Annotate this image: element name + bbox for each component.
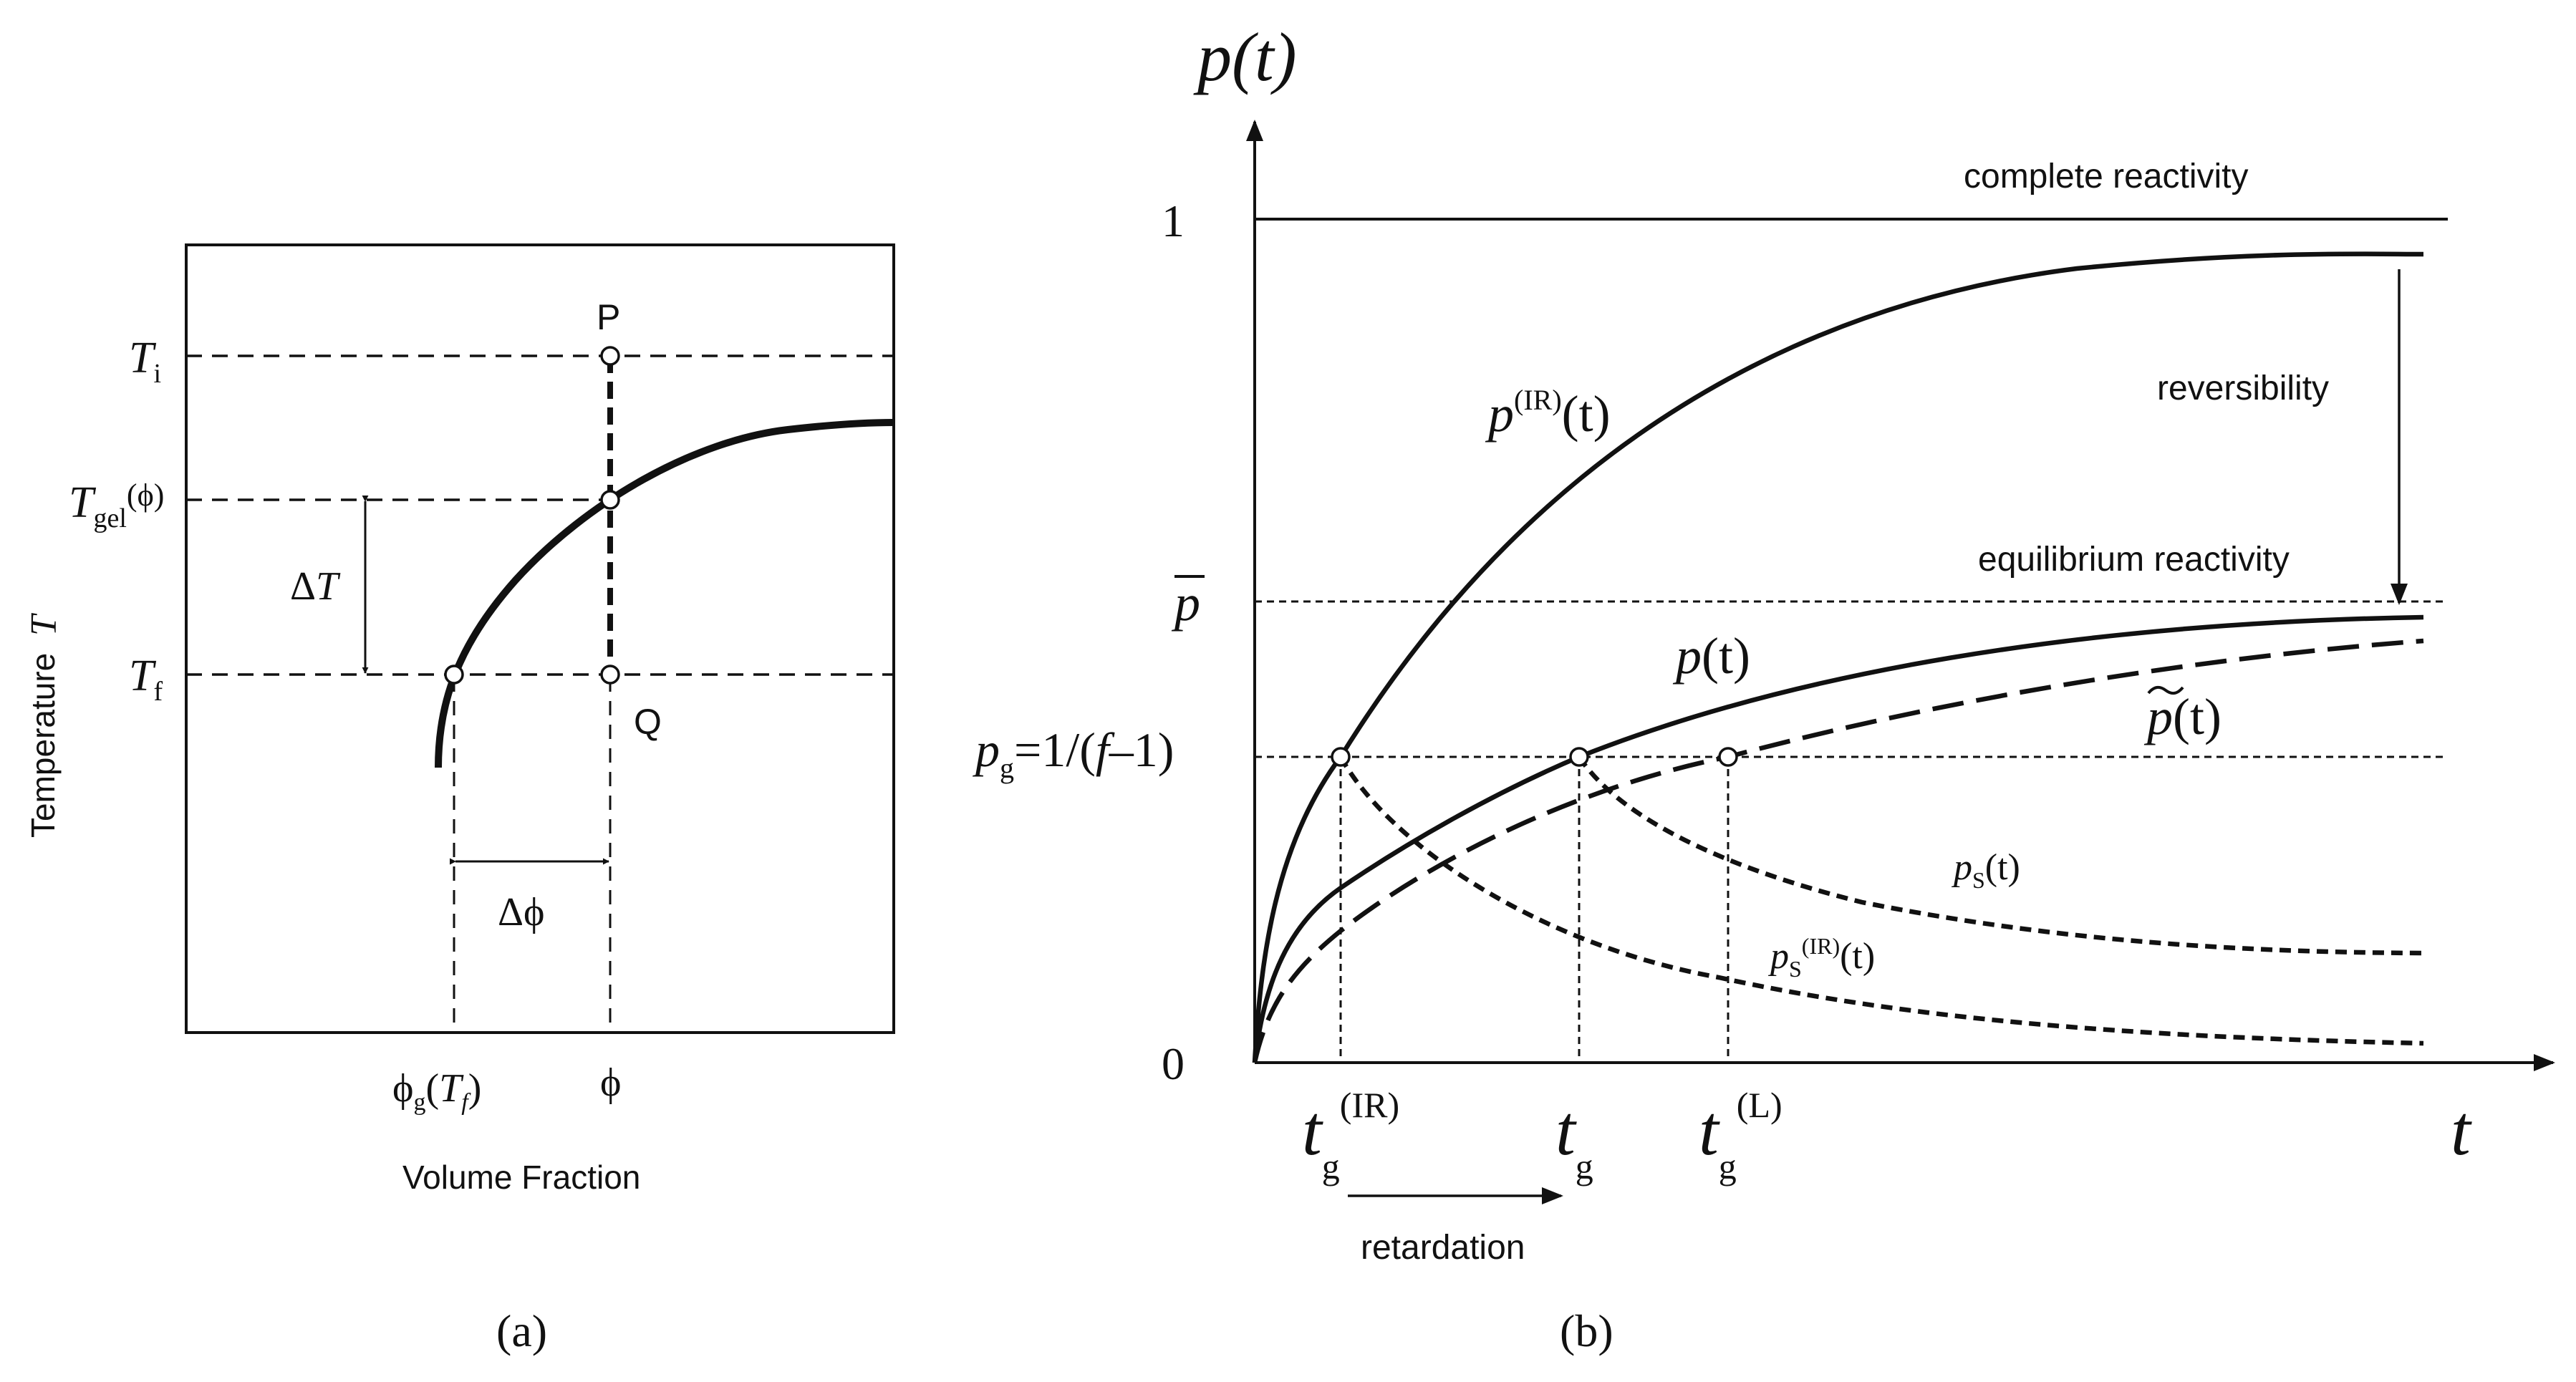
delta-phi-label: Δϕ xyxy=(498,890,545,934)
point-q xyxy=(600,665,620,685)
panel-a-labels: Ti Tgel(ϕ) Tf ΔT P Q Δϕ ϕg(Tf) ϕ Volume … xyxy=(24,297,662,1356)
point-tg xyxy=(1569,747,1589,767)
point-tf-curve xyxy=(444,665,464,685)
temperature-axis-label: Temperature xyxy=(24,653,62,838)
ptilde-label: p(t) xyxy=(2143,688,2222,745)
panel-b xyxy=(1174,120,2555,1204)
point-p xyxy=(600,346,620,366)
volume-fraction-label: Volume Fraction xyxy=(402,1159,640,1196)
tg-label: tg xyxy=(1555,1091,1593,1187)
q-point-label: Q xyxy=(634,702,662,742)
tgel-label: Tgel(ϕ) xyxy=(69,478,164,533)
tick-pbar: p xyxy=(1171,574,1200,632)
phi-label: ϕ xyxy=(600,1060,621,1105)
delta-t-label: ΔT xyxy=(290,564,341,609)
ps-label: pS(t) xyxy=(1951,847,2020,893)
tf-label: Tf xyxy=(129,652,163,707)
panel-b-caption: (b) xyxy=(1560,1305,1613,1356)
p-point-label: P xyxy=(597,297,620,337)
tgL-label: tg(L) xyxy=(1699,1085,1783,1187)
panel-a-caption: (a) xyxy=(496,1305,547,1356)
panel-a xyxy=(185,243,895,1034)
ptilde-tilde xyxy=(2147,685,2184,695)
y-axis-title: p(t) xyxy=(1193,19,1297,95)
x-axis-title: t xyxy=(2451,1091,2472,1170)
tick-0: 0 xyxy=(1162,1038,1185,1089)
pIR-curve xyxy=(1252,251,2424,1063)
ti-label: Ti xyxy=(129,334,161,389)
point-tgIR xyxy=(1331,747,1351,767)
tick-pg: pg=1/(f–1) xyxy=(973,723,1174,784)
temperature-axis-symbol: T xyxy=(24,613,64,636)
psIR-curve xyxy=(1338,755,2424,1046)
tgIR-label: tg(IR) xyxy=(1302,1085,1399,1187)
panel-a-frame xyxy=(185,243,895,1034)
gel-curve xyxy=(435,419,894,768)
retardation-label: retardation xyxy=(1361,1229,1525,1267)
p-label: p(t) xyxy=(1672,627,1750,685)
tick-1: 1 xyxy=(1162,195,1185,246)
p-curve xyxy=(1252,614,2424,1063)
psIR-label: pS(IR)(t) xyxy=(1767,933,1875,982)
equilibrium-reactivity-label: equilibrium reactivity xyxy=(1978,541,2290,579)
point-gel xyxy=(600,490,620,510)
ptilde-curve xyxy=(1252,638,2424,1063)
reversibility-label: reversibility xyxy=(2157,369,2329,407)
complete-reactivity-label: complete reactivity xyxy=(1964,158,2248,195)
phig-label: ϕg(Tf) xyxy=(392,1066,481,1116)
panel-b-labels: p(t) t 1 0 p pg=1/(f–1) complete reactiv… xyxy=(973,19,2472,1356)
point-tgL xyxy=(1718,747,1738,767)
pIR-label: p(IR)(t) xyxy=(1485,384,1611,443)
